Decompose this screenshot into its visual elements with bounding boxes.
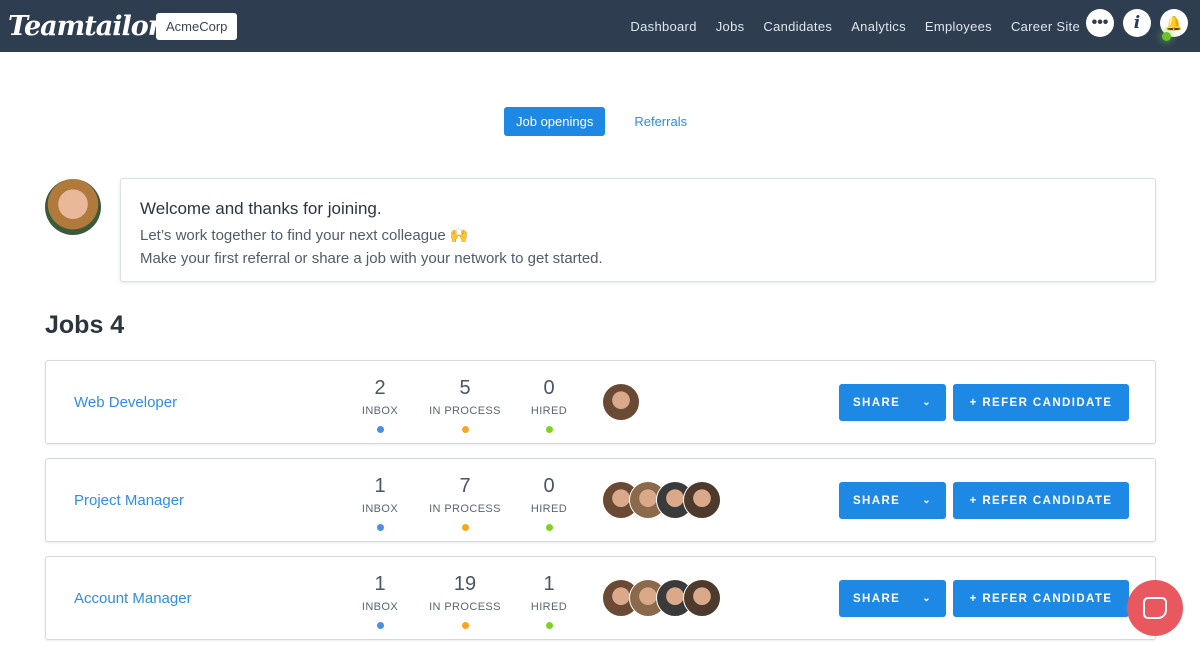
stat-dot bbox=[545, 524, 553, 531]
stat-in_process[interactable]: 7 IN PROCESS bbox=[420, 475, 510, 531]
refer-candidate-button[interactable]: + REFER CANDIDATE bbox=[953, 482, 1129, 519]
chevron-down-icon: ⌄ bbox=[922, 593, 933, 604]
stat-inbox[interactable]: 1 INBOX bbox=[335, 475, 425, 531]
refer-candidate-button[interactable]: + REFER CANDIDATE bbox=[953, 580, 1129, 617]
stat-dot bbox=[545, 622, 553, 629]
stat-label: IN PROCESS bbox=[429, 601, 501, 613]
job-title[interactable]: Project Manager bbox=[74, 492, 185, 509]
tab-job-openings[interactable]: Job openings bbox=[504, 107, 606, 136]
stat-count: 1 bbox=[374, 475, 386, 497]
share-label: SHARE bbox=[852, 396, 901, 409]
stat-label: HIRED bbox=[530, 405, 568, 417]
stat-label: HIRED bbox=[530, 601, 568, 613]
avatar[interactable] bbox=[683, 579, 721, 617]
nav-employees[interactable]: Employees bbox=[924, 18, 992, 34]
more-icon[interactable]: ••• bbox=[1086, 9, 1114, 37]
stat-dot bbox=[376, 622, 384, 629]
avatar[interactable] bbox=[683, 481, 721, 519]
stat-label: HIRED bbox=[530, 503, 568, 515]
nav-candidates[interactable]: Candidates bbox=[763, 18, 833, 34]
welcome-title: Welcome and thanks for joining. bbox=[140, 199, 382, 218]
company-switcher[interactable]: AcmeCorp bbox=[156, 12, 238, 40]
stat-count: 1 bbox=[374, 573, 386, 595]
share-button[interactable]: SHARE ⌄ bbox=[839, 580, 946, 617]
chat-icon bbox=[1143, 597, 1167, 619]
top-nav: Teamtailor AcmeCorp Dashboard Jobs Candi… bbox=[0, 0, 1200, 52]
welcome-card: Welcome and thanks for joining. Let’s wo… bbox=[120, 178, 1156, 282]
info-icon[interactable]: i bbox=[1123, 9, 1151, 37]
jobs-heading: Jobs 4 bbox=[45, 311, 125, 339]
nav-links: Dashboard Jobs Candidates Analytics Empl… bbox=[630, 0, 1080, 52]
stat-in_process[interactable]: 19 IN PROCESS bbox=[420, 573, 510, 629]
online-status-dot bbox=[1162, 32, 1171, 41]
stat-label: INBOX bbox=[361, 405, 399, 417]
stat-dot bbox=[461, 524, 469, 531]
stat-inbox[interactable]: 1 INBOX bbox=[335, 573, 425, 629]
stat-label: INBOX bbox=[361, 503, 399, 515]
welcome-line-2: Make your first referral or share a job … bbox=[140, 250, 603, 267]
welcome-line-1: Let’s work together to find your next co… bbox=[140, 227, 469, 244]
stat-hired[interactable]: 1 HIRED bbox=[504, 573, 594, 629]
referrer-avatars bbox=[602, 579, 721, 617]
stat-hired[interactable]: 0 HIRED bbox=[504, 377, 594, 433]
recruiter-avatar bbox=[45, 179, 101, 235]
stat-count: 0 bbox=[543, 377, 555, 399]
stat-in_process[interactable]: 5 IN PROCESS bbox=[420, 377, 510, 433]
job-title[interactable]: Account Manager bbox=[74, 590, 192, 607]
stat-count: 5 bbox=[459, 377, 471, 399]
avatar[interactable] bbox=[602, 383, 640, 421]
stat-dot bbox=[545, 426, 553, 433]
stat-dot bbox=[461, 622, 469, 629]
nav-analytics[interactable]: Analytics bbox=[851, 18, 906, 34]
stat-label: IN PROCESS bbox=[429, 405, 501, 417]
logo[interactable]: Teamtailor bbox=[8, 10, 162, 42]
refer-candidate-button[interactable]: + REFER CANDIDATE bbox=[953, 384, 1129, 421]
stat-label: IN PROCESS bbox=[429, 503, 501, 515]
tab-referrals[interactable]: Referrals bbox=[634, 114, 688, 129]
stat-dot bbox=[376, 524, 384, 531]
stat-count: 19 bbox=[453, 573, 477, 595]
share-label: SHARE bbox=[852, 494, 901, 507]
referrer-avatars bbox=[602, 481, 721, 519]
job-title[interactable]: Web Developer bbox=[74, 394, 178, 411]
stat-count: 7 bbox=[459, 475, 471, 497]
stat-hired[interactable]: 0 HIRED bbox=[504, 475, 594, 531]
chevron-down-icon: ⌄ bbox=[922, 397, 933, 408]
stat-label: INBOX bbox=[361, 601, 399, 613]
share-button[interactable]: SHARE ⌄ bbox=[839, 384, 946, 421]
nav-jobs[interactable]: Jobs bbox=[715, 18, 745, 34]
job-card: Account Manager 1 INBOX 19 IN PROCESS 1 … bbox=[45, 556, 1156, 640]
stat-dot bbox=[376, 426, 384, 433]
job-card: Project Manager 1 INBOX 7 IN PROCESS 0 H… bbox=[45, 458, 1156, 542]
stat-count: 0 bbox=[543, 475, 555, 497]
stat-count: 2 bbox=[374, 377, 386, 399]
stat-dot bbox=[461, 426, 469, 433]
nav-career-site[interactable]: Career Site bbox=[1010, 18, 1080, 34]
stat-count: 1 bbox=[543, 573, 555, 595]
chevron-down-icon: ⌄ bbox=[922, 495, 933, 506]
job-card: Web Developer 2 INBOX 5 IN PROCESS 0 HIR… bbox=[45, 360, 1156, 444]
nav-dashboard[interactable]: Dashboard bbox=[630, 18, 697, 34]
stat-inbox[interactable]: 2 INBOX bbox=[335, 377, 425, 433]
share-label: SHARE bbox=[852, 592, 901, 605]
tabs: Job openings Referrals bbox=[504, 107, 699, 136]
chat-launcher[interactable] bbox=[1127, 580, 1183, 636]
share-button[interactable]: SHARE ⌄ bbox=[839, 482, 946, 519]
referrer-avatars bbox=[602, 383, 640, 421]
